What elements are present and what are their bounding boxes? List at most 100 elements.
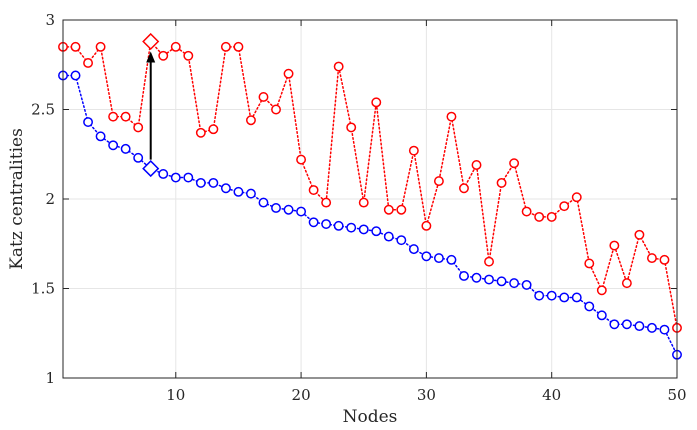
data-point — [246, 188, 256, 199]
data-point — [308, 217, 319, 228]
data-point — [296, 206, 307, 217]
data-point — [70, 70, 81, 81]
data-point — [170, 172, 181, 183]
data-point — [659, 254, 670, 265]
highlight-layer — [142, 32, 160, 178]
data-point — [308, 185, 319, 196]
data-point — [271, 203, 281, 213]
data-point — [208, 124, 219, 135]
data-point — [120, 143, 131, 154]
y-axis-label: Katz centralities — [7, 128, 27, 270]
data-point — [233, 41, 244, 52]
x-axis-label: Nodes — [343, 407, 398, 427]
data-point — [396, 235, 407, 246]
y-tick-label: 2 — [45, 190, 55, 208]
data-point — [296, 154, 307, 165]
data-point — [246, 115, 256, 126]
data-point — [258, 197, 269, 208]
y-tick-label: 2.5 — [31, 101, 55, 119]
series-1 — [58, 39, 682, 333]
data-point — [183, 50, 194, 61]
data-point — [120, 111, 131, 122]
data-point — [108, 111, 119, 122]
data-point — [220, 41, 231, 52]
data-point — [521, 206, 532, 217]
data-point — [496, 276, 507, 287]
data-point — [195, 177, 206, 188]
data-point — [471, 272, 482, 283]
data-point — [271, 104, 281, 115]
data-point — [408, 145, 419, 156]
data-point — [133, 122, 144, 133]
data-point — [621, 278, 632, 289]
data-point — [158, 168, 169, 179]
data-point — [233, 186, 244, 197]
data-point — [484, 256, 494, 267]
data-point — [108, 140, 119, 151]
data-point — [321, 219, 332, 230]
data-point — [471, 160, 482, 170]
data-point — [83, 117, 94, 127]
data-point — [333, 220, 344, 231]
x-tick-label: 30 — [417, 386, 436, 404]
data-point — [283, 68, 294, 79]
highlight-diamond-red — [142, 32, 160, 51]
data-point — [421, 251, 432, 262]
data-point — [459, 271, 469, 281]
series-0 — [58, 70, 682, 360]
data-point — [421, 220, 432, 231]
data-point — [158, 50, 169, 61]
ticks: 10 20 30 40 50 1 1.5 2 2.5 3 — [31, 11, 686, 404]
data-point — [646, 322, 657, 333]
highlight-diamond-blue — [142, 160, 160, 178]
data-point — [70, 41, 81, 52]
data-point — [95, 41, 106, 52]
data-point — [383, 204, 394, 215]
data-point — [321, 197, 332, 208]
data-point — [459, 183, 469, 194]
data-point — [496, 177, 507, 188]
data-point — [183, 172, 194, 183]
data-point — [446, 254, 457, 265]
data-point — [609, 240, 620, 251]
data-point — [534, 290, 545, 301]
data-point — [195, 127, 206, 138]
data-point — [346, 122, 357, 133]
data-point — [609, 319, 620, 330]
data-point — [371, 226, 382, 237]
data-point — [546, 290, 557, 301]
data-point — [170, 41, 181, 52]
data-point — [571, 292, 582, 303]
data-point — [621, 319, 632, 330]
data-point — [534, 211, 545, 222]
series-line — [62, 39, 678, 329]
data-point — [596, 285, 607, 296]
data-point — [371, 97, 382, 108]
y-tick-label: 1.5 — [31, 280, 55, 298]
arrow-head — [146, 51, 156, 63]
series-line — [62, 74, 678, 356]
data-point — [83, 58, 94, 68]
data-point — [333, 61, 344, 72]
data-point — [408, 244, 419, 255]
x-tick-label: 50 — [667, 386, 686, 404]
grid — [63, 19, 678, 379]
y-tick-label: 3 — [45, 11, 55, 29]
data-point — [509, 158, 520, 169]
data-point — [559, 201, 570, 212]
data-point — [396, 204, 407, 215]
data-point — [596, 310, 607, 321]
data-point — [95, 131, 106, 142]
data-point — [584, 258, 595, 269]
data-point — [433, 253, 444, 264]
data-point — [509, 278, 520, 289]
data-point — [383, 231, 394, 242]
data-point — [220, 183, 231, 194]
data-point — [634, 321, 645, 332]
y-tick-label: 1 — [45, 369, 55, 387]
data-point — [659, 324, 670, 335]
data-point — [584, 301, 595, 312]
x-tick-label: 40 — [542, 386, 561, 404]
data-point — [634, 229, 645, 240]
